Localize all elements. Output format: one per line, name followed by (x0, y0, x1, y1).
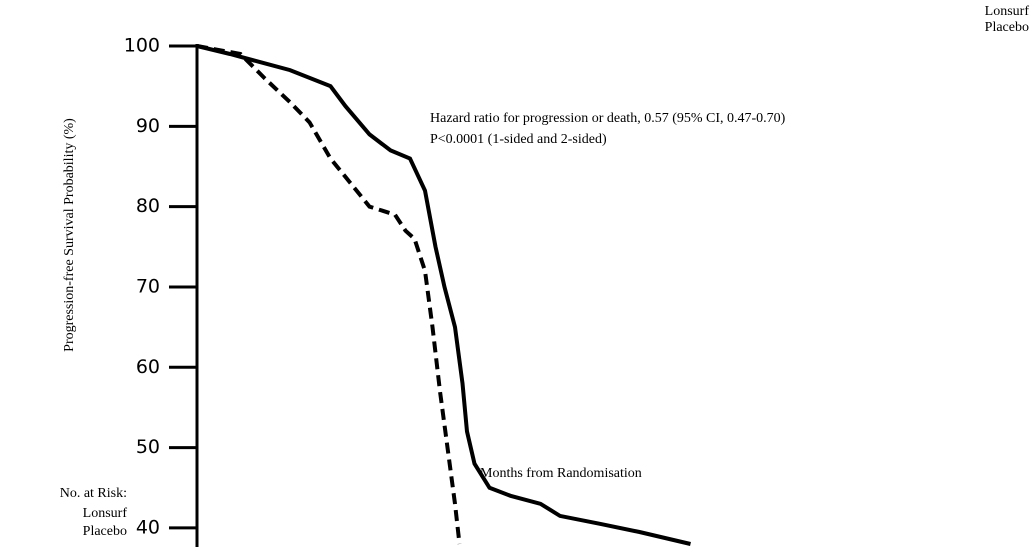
y-tick-label: 100 (124, 35, 160, 57)
y-tick-label: 50 (136, 436, 160, 458)
risk-row-label: Placebo (83, 524, 127, 539)
y-tick-label: 90 (136, 115, 160, 137)
annotation: P<0.0001 (1-sided and 2-sided) (430, 132, 607, 147)
y-tick-label: 60 (136, 356, 160, 378)
x-axis-label: Months from Randomisation (480, 466, 642, 481)
legend-label: Placebo (985, 20, 1029, 35)
y-tick-label: 80 (136, 195, 160, 217)
risk-table-label: No. at Risk: (60, 486, 127, 501)
annotation: Hazard ratio for progression or death, 0… (430, 111, 786, 126)
survival-curve (196, 44, 462, 545)
y-axis-label: Progression-free Survival Probability (%… (62, 118, 77, 352)
legend-label: Lonsurf (985, 4, 1030, 19)
survival-curve (196, 44, 691, 546)
risk-row-label: Lonsurf (83, 506, 128, 521)
y-tick-label: 40 (136, 516, 160, 538)
y-tick-label: 70 (136, 275, 160, 297)
